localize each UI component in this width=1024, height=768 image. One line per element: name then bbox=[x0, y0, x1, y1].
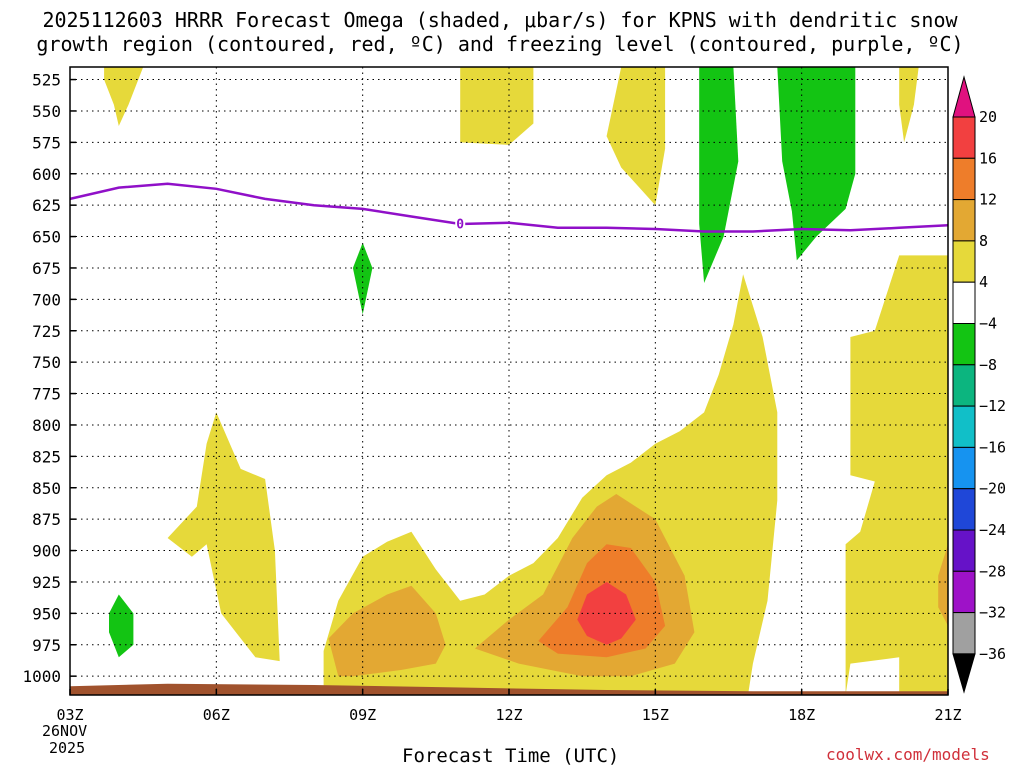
colorbar-label-0: 20 bbox=[979, 108, 997, 126]
y-tick-label-750: 750 bbox=[32, 353, 61, 372]
omega-region-3 bbox=[899, 67, 919, 143]
y-tick-label-950: 950 bbox=[32, 604, 61, 623]
x-tick-label-06Z: 06Z bbox=[203, 706, 230, 724]
omega-region-16 bbox=[938, 544, 948, 626]
omega-shaded-regions bbox=[70, 67, 948, 695]
y-tick-label-775: 775 bbox=[32, 385, 61, 404]
colorbar-box-13 bbox=[952, 612, 976, 655]
colorbar-label-6: −8 bbox=[979, 356, 997, 374]
colorbar-box-4 bbox=[952, 240, 976, 283]
omega-region-15 bbox=[577, 582, 636, 645]
chart-title-line-1: 2025112603 HRRR Forecast Omega (shaded, … bbox=[42, 8, 958, 32]
freezing-level-label-bg bbox=[455, 215, 466, 232]
colorbar-box-3 bbox=[952, 199, 976, 242]
y-tick-label-525: 525 bbox=[32, 71, 61, 90]
x-axis-title: Forecast Time (UTC) bbox=[402, 745, 620, 767]
colorbar-box-11 bbox=[952, 529, 976, 572]
x-tick-label-18Z: 18Z bbox=[788, 706, 815, 724]
colorbar-box-6 bbox=[952, 323, 976, 366]
omega-region-12 bbox=[328, 585, 446, 677]
y-tick-label-550: 550 bbox=[32, 102, 61, 121]
colorbar-label-11: −28 bbox=[979, 562, 1006, 580]
colorbar-label-12: −32 bbox=[979, 604, 1006, 622]
omega-region-2 bbox=[606, 67, 666, 206]
y-tick-label-850: 850 bbox=[32, 479, 61, 498]
colorbar: 20 16 12 8 4 −4 −8 −12 −16 −20 −24 −28 −32 −36 bbox=[952, 75, 1006, 694]
omega-region-9 bbox=[850, 255, 948, 482]
colorbar-box-2 bbox=[952, 157, 976, 201]
omega-region-8 bbox=[845, 481, 948, 695]
colorbar-top-arrow bbox=[952, 75, 976, 118]
chart-title: 2025112603 HRRR Forecast Omega (shaded, … bbox=[0, 8, 1000, 56]
colorbar-label-13: −36 bbox=[979, 645, 1006, 663]
y-tick-label-700: 700 bbox=[32, 290, 61, 309]
colorbar-label-9: −20 bbox=[979, 480, 1006, 498]
y-tick-label-975: 975 bbox=[32, 636, 61, 655]
y-tick-label-825: 825 bbox=[32, 447, 61, 466]
colorbar-box-5 bbox=[952, 281, 976, 325]
y-axis-pressure: 525 550 575 600 625 650 675 700 725 750 775 800 825 8… bbox=[22, 71, 76, 686]
y-tick-label-725: 725 bbox=[32, 322, 61, 341]
colorbar-label-7: −12 bbox=[979, 397, 1006, 415]
omega-region-10 bbox=[167, 412, 280, 662]
colorbar-box-10 bbox=[952, 488, 976, 531]
x-tick-label-09Z: 09Z bbox=[349, 706, 376, 724]
colorbar-box-1 bbox=[952, 116, 976, 159]
colorbar-box-9 bbox=[952, 446, 976, 490]
y-tick-label-625: 625 bbox=[32, 196, 61, 215]
y-tick-label-900: 900 bbox=[32, 542, 61, 561]
y-tick-label-875: 875 bbox=[32, 510, 61, 529]
omega-region-7 bbox=[109, 594, 134, 658]
colorbar-box-12 bbox=[952, 570, 976, 614]
y-tick-label-800: 800 bbox=[32, 416, 61, 435]
y-tick-label-650: 650 bbox=[32, 228, 61, 247]
site-credit: coolwx.com/models bbox=[826, 745, 990, 764]
omega-region-5 bbox=[777, 67, 856, 261]
y-tick-label-925: 925 bbox=[32, 573, 61, 592]
y-tick-label-1000: 1000 bbox=[22, 667, 61, 686]
colorbar-label-4: 4 bbox=[979, 273, 988, 291]
y-tick-label-675: 675 bbox=[32, 259, 61, 278]
x-axis-time: 03Z 06Z 09Z 12Z 15Z 18Z 21Z bbox=[56, 689, 962, 724]
colorbar-box-8 bbox=[952, 405, 976, 448]
colorbar-label-1: 16 bbox=[979, 149, 997, 167]
colorbar-label-5: −4 bbox=[979, 315, 997, 333]
y-tick-label-575: 575 bbox=[32, 133, 61, 152]
x-tick-label-12Z: 12Z bbox=[495, 706, 522, 724]
omega-region-4 bbox=[699, 67, 739, 283]
omega-region-6 bbox=[352, 242, 373, 315]
date-label-day: 26NOV bbox=[42, 722, 88, 740]
colorbar-box-7 bbox=[952, 364, 976, 407]
freezing-level-layer: 0 bbox=[69, 182, 949, 233]
colorbar-label-2: 12 bbox=[979, 191, 997, 209]
colorbar-label-8: −16 bbox=[979, 438, 1006, 456]
chart-title-line-2: growth region (contoured, red, ºC) and f… bbox=[36, 32, 964, 56]
x-tick-label-21Z: 21Z bbox=[934, 706, 961, 724]
x-tick-label-15Z: 15Z bbox=[642, 706, 669, 724]
x-tick-label-03Z: 03Z bbox=[56, 706, 83, 724]
colorbar-bottom-arrow bbox=[952, 653, 976, 694]
date-label-year: 2025 bbox=[49, 739, 86, 757]
colorbar-label-3: 8 bbox=[979, 232, 988, 250]
freezing-level-line bbox=[69, 182, 949, 233]
omega-region-1 bbox=[460, 67, 534, 145]
freezing-level-label: 0 bbox=[456, 217, 464, 232]
omega-region-0 bbox=[104, 67, 144, 126]
colorbar-label-10: −24 bbox=[979, 521, 1006, 539]
y-tick-label-600: 600 bbox=[32, 165, 61, 184]
